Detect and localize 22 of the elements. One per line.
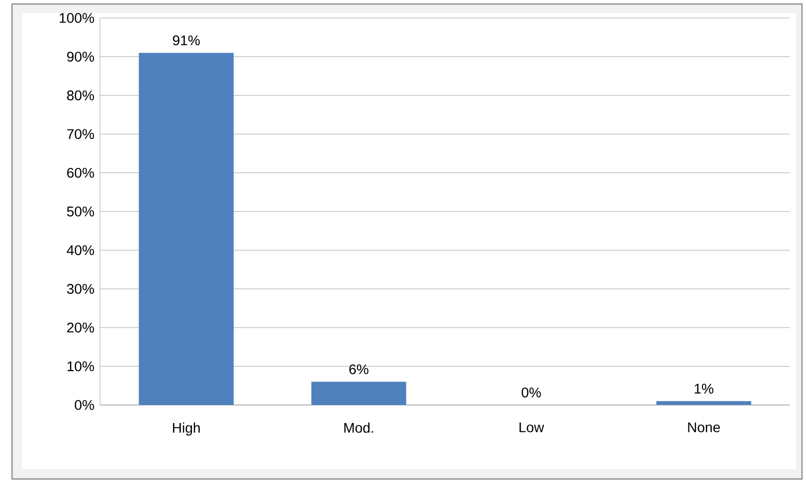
data-label: 6% [349, 364, 368, 374]
y-tick-label: 50% [67, 206, 94, 216]
bar [656, 401, 752, 405]
x-tick-label: Low [520, 422, 544, 432]
y-tick-label: 80% [67, 90, 94, 100]
y-tick-label: 90% [67, 52, 94, 62]
y-tick-label: 40% [66, 245, 94, 256]
y-tick-label: 60% [67, 168, 94, 178]
data-label: 0% [522, 388, 541, 398]
data-label: 1% [694, 384, 714, 394]
x-tick-label: None [688, 422, 720, 432]
x-tick-label: Mod. [344, 422, 374, 433]
y-tick-label: 30% [67, 284, 94, 294]
bar [138, 52, 234, 405]
y-tick-label: 10% [68, 361, 94, 372]
data-label: 91% [172, 35, 200, 46]
y-tick-label: 0% [74, 400, 94, 410]
y-tick-label: 100% [60, 13, 94, 23]
bar [311, 382, 406, 405]
y-tick-label: 70% [67, 129, 94, 140]
y-tick-label: 20% [67, 322, 94, 333]
x-tick-label: High [173, 422, 200, 436]
